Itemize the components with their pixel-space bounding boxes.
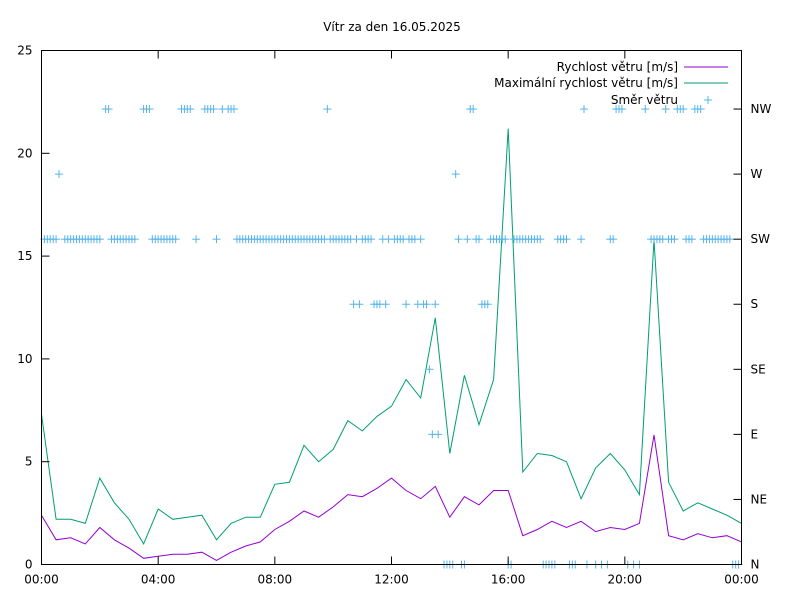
direction-point: [475, 235, 483, 244]
direction-point: [171, 235, 180, 244]
direction-point: [451, 170, 460, 179]
y-right-tick-label: E: [751, 427, 759, 441]
direction-point: [230, 105, 238, 114]
y-right-tick-label: SE: [751, 362, 766, 376]
speed-line: [41, 434, 742, 561]
x-tick-label: 04:00: [141, 573, 176, 587]
direction-point: [323, 105, 332, 114]
y-left-tick-label: 10: [17, 352, 32, 366]
direction-point: [209, 105, 218, 114]
direction-point: [52, 235, 61, 244]
y-left-tick-label: 5: [25, 455, 33, 469]
legend: Rychlost větru [m/s] Maximální rychlost …: [494, 60, 728, 107]
legend-entry-speed: Rychlost větru [m/s]: [557, 60, 678, 74]
direction-point: [55, 170, 63, 179]
y-right-tick-label: NW: [751, 102, 772, 116]
y-right-tick-label: S: [751, 297, 759, 311]
direction-point: [186, 105, 195, 114]
y-right-tick-label: W: [751, 167, 763, 181]
direction-point: [670, 235, 679, 244]
direction-point: [422, 300, 431, 309]
x-tick-label: 00:00: [24, 573, 59, 587]
y-right-tick-label: N: [751, 558, 760, 572]
max-speed-line: [41, 128, 742, 546]
x-tick-label: 08:00: [258, 573, 293, 587]
direction-point: [641, 105, 650, 114]
direction-point: [355, 300, 364, 309]
direction-point: [367, 235, 376, 244]
y-left-tick-label: 0: [25, 558, 33, 572]
direction-point: [577, 235, 586, 244]
direction-point: [212, 235, 221, 244]
x-tick-label: 20:00: [608, 573, 643, 587]
direction-point: [725, 235, 734, 244]
y-right-tick-label: SW: [751, 232, 771, 246]
direction-point: [431, 300, 440, 309]
direction-point: [609, 235, 618, 244]
x-tick-label: 00:00: [724, 573, 759, 587]
direction-point: [501, 235, 510, 244]
direction-point: [469, 105, 478, 114]
ticks-layer: 0 5 10 15 20 25 N NE E SE S SW W NW 00:00 04:00 08:00 12:…: [17, 44, 771, 587]
direction-point: [434, 430, 443, 439]
y-left-tick-label: 20: [17, 146, 32, 160]
y-left-tick-label: 25: [17, 44, 32, 58]
legend-swatch-direction: [704, 96, 712, 104]
series-layer: [40, 105, 743, 569]
direction-point: [483, 300, 492, 309]
direction-point: [679, 105, 688, 114]
direction-point: [617, 105, 626, 114]
y-right-tick-label: NE: [751, 492, 768, 506]
direction-point: [536, 235, 545, 244]
direction-point: [130, 235, 139, 244]
y-left-tick-label: 15: [17, 249, 32, 263]
direction-point: [95, 235, 104, 244]
direction-point: [145, 105, 154, 114]
legend-entry-max-speed: Maximální rychlost větru [m/s]: [494, 76, 678, 90]
chart-title: Vítr za den 16.05.2025: [323, 20, 461, 34]
x-tick-label: 12:00: [374, 573, 409, 587]
direction-point: [696, 105, 705, 114]
direction-point: [192, 235, 201, 244]
direction-point: [562, 235, 571, 244]
direction-point: [580, 105, 588, 114]
plot-frame: [41, 50, 742, 565]
direction-point: [661, 105, 670, 114]
x-tick-label: 16:00: [491, 573, 526, 587]
direction-point: [381, 300, 390, 309]
direction-point: [463, 235, 472, 244]
direction-point: [687, 235, 696, 244]
direction-point: [425, 365, 434, 374]
direction-point: [402, 300, 411, 309]
direction-point: [104, 105, 113, 114]
direction-point: [416, 235, 425, 244]
legend-entry-direction: Směr větru: [611, 93, 678, 107]
direction-point: [454, 235, 463, 244]
